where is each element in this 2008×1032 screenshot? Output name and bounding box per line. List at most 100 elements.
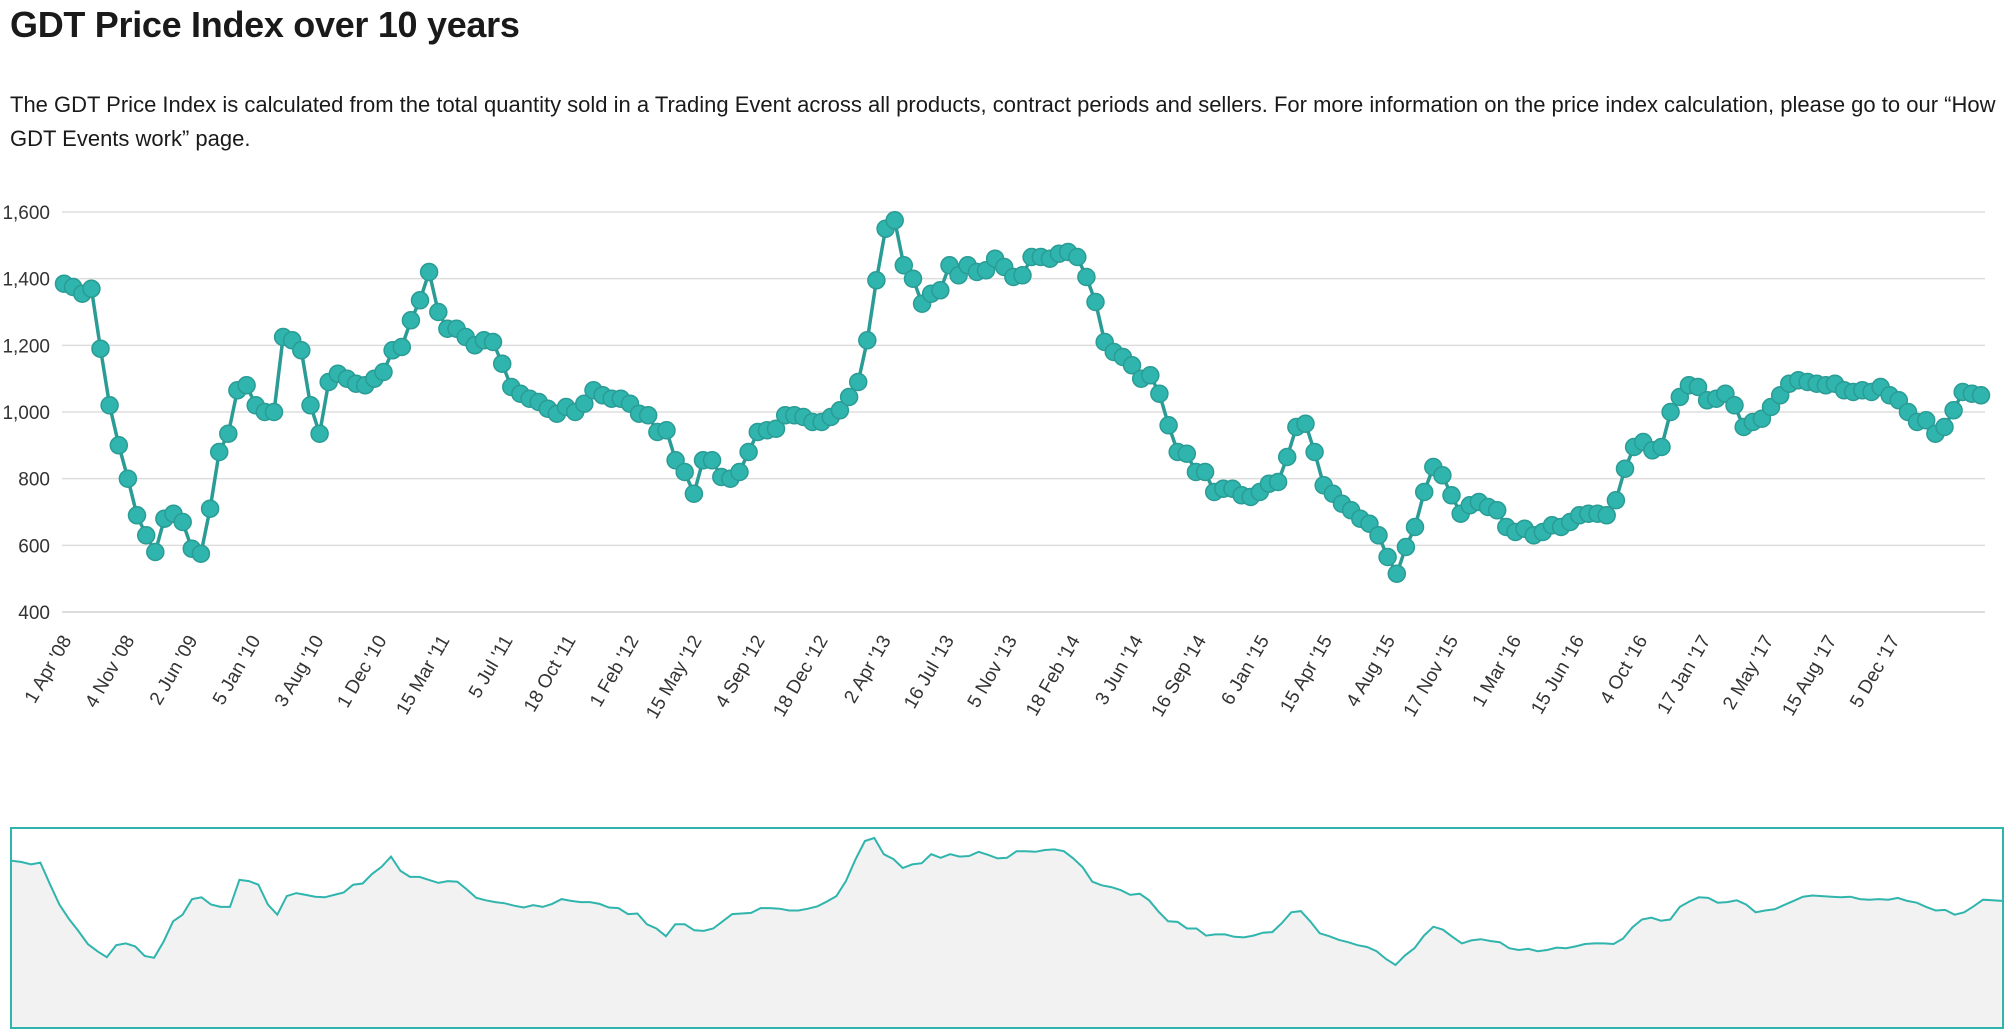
data-point[interactable] (903, 269, 923, 288)
data-point[interactable] (191, 544, 211, 563)
data-point[interactable] (858, 331, 877, 350)
data-point[interactable] (848, 372, 868, 392)
data-point[interactable] (1077, 267, 1096, 287)
data-point[interactable] (1369, 526, 1388, 545)
data-point[interactable] (1606, 491, 1626, 510)
data-point[interactable] (1177, 444, 1197, 463)
data-point[interactable] (82, 279, 101, 298)
x-tick-label: 16 Jul '13 (900, 632, 959, 712)
x-tick-label: 18 Dec '12 (769, 632, 832, 721)
data-point[interactable] (730, 462, 749, 482)
x-tick-label: 5 Jul '11 (465, 632, 518, 702)
data-point[interactable] (931, 281, 950, 300)
data-point[interactable] (867, 271, 886, 290)
data-point[interactable] (1068, 247, 1087, 267)
data-point[interactable] (1916, 411, 1936, 430)
data-point[interactable] (1433, 466, 1452, 485)
data-point[interactable] (1725, 396, 1744, 415)
data-point[interactable] (1086, 292, 1105, 312)
data-point[interactable] (1277, 447, 1297, 467)
data-point[interactable] (894, 256, 914, 275)
data-point[interactable] (401, 311, 421, 330)
data-point[interactable] (675, 462, 694, 482)
data-point[interactable] (392, 337, 412, 357)
data-point[interactable] (1661, 402, 1680, 422)
x-tick-label: 3 Aug '10 (271, 632, 329, 711)
data-point[interactable] (146, 542, 165, 562)
data-point[interactable] (219, 424, 238, 443)
data-point[interactable] (310, 424, 329, 443)
data-point[interactable] (1387, 564, 1407, 583)
data-point[interactable] (885, 211, 904, 230)
data-point[interactable] (739, 442, 758, 462)
data-point[interactable] (374, 362, 393, 382)
data-point[interactable] (109, 436, 129, 455)
data-point[interactable] (209, 442, 229, 462)
data-point[interactable] (410, 291, 430, 310)
x-tick-label: 3 Jun '14 (1091, 632, 1148, 709)
data-point[interactable] (1442, 486, 1461, 505)
data-point[interactable] (839, 387, 859, 407)
y-tick-label: 400 (18, 603, 50, 624)
data-point[interactable] (1159, 416, 1178, 435)
data-point[interactable] (1296, 414, 1315, 433)
data-point[interactable] (264, 402, 284, 422)
data-point[interactable] (1122, 356, 1142, 375)
series-points[interactable] (54, 211, 1991, 583)
data-point[interactable] (1688, 377, 1708, 397)
data-point[interactable] (1944, 401, 1963, 420)
data-point[interactable] (419, 262, 439, 282)
data-point[interactable] (127, 506, 147, 525)
data-point[interactable] (1652, 437, 1671, 457)
x-tick-label: 1 Mar '16 (1469, 632, 1526, 711)
data-point[interactable] (118, 469, 138, 488)
data-point[interactable] (292, 341, 311, 360)
data-point[interactable] (301, 396, 320, 415)
data-point[interactable] (136, 526, 156, 545)
data-point[interactable] (575, 394, 594, 413)
data-point[interactable] (1971, 386, 1991, 405)
data-point[interactable] (830, 401, 850, 420)
navigator-frame[interactable] (10, 827, 2004, 1029)
data-point[interactable] (1141, 366, 1160, 385)
data-point[interactable] (173, 512, 192, 532)
x-tick-label: 1 Feb '12 (586, 632, 644, 711)
navigator-line (11, 836, 2003, 967)
x-tick-label: 18 Feb '14 (1022, 632, 1085, 720)
data-point[interactable] (1487, 501, 1507, 520)
data-point[interactable] (702, 451, 722, 470)
data-point[interactable] (638, 406, 658, 425)
data-point[interactable] (1405, 517, 1425, 537)
data-point[interactable] (237, 376, 256, 395)
data-point[interactable] (492, 354, 512, 373)
data-point[interactable] (1195, 462, 1215, 482)
data-point[interactable] (1414, 482, 1434, 502)
x-tick-label: 5 Nov '13 (964, 632, 1022, 712)
data-point[interactable] (766, 419, 786, 438)
data-point[interactable] (657, 421, 676, 440)
range-navigator[interactable] (0, 820, 2008, 1032)
data-point[interactable] (1013, 266, 1032, 285)
page-title: GDT Price Index over 10 years (10, 4, 520, 45)
data-point[interactable] (1396, 537, 1416, 557)
data-point[interactable] (1305, 442, 1324, 462)
data-point[interactable] (1268, 472, 1288, 492)
x-tick-label: 17 Jan '17 (1653, 632, 1715, 718)
data-point[interactable] (1615, 459, 1635, 478)
x-tick-label: 2 May '17 (1719, 632, 1778, 713)
x-tick-label: 1 Dec '10 (333, 632, 391, 712)
data-point[interactable] (483, 332, 503, 352)
data-point[interactable] (1378, 547, 1397, 567)
data-point[interactable] (1935, 417, 1954, 437)
data-point[interactable] (200, 499, 220, 518)
data-point[interactable] (100, 396, 119, 415)
x-axis: 1 Apr '08 4 Nov '08 2 Jun '09 5 Jan '10 3 Au… (21, 632, 1904, 723)
x-tick-label: 15 Mar '11 (392, 632, 454, 719)
x-tick-label: 4 Aug '15 (1343, 632, 1401, 711)
data-point[interactable] (429, 302, 448, 322)
data-point[interactable] (684, 484, 704, 503)
data-point[interactable] (91, 339, 110, 358)
data-point[interactable] (1150, 384, 1169, 403)
data-point[interactable] (1597, 506, 1616, 525)
